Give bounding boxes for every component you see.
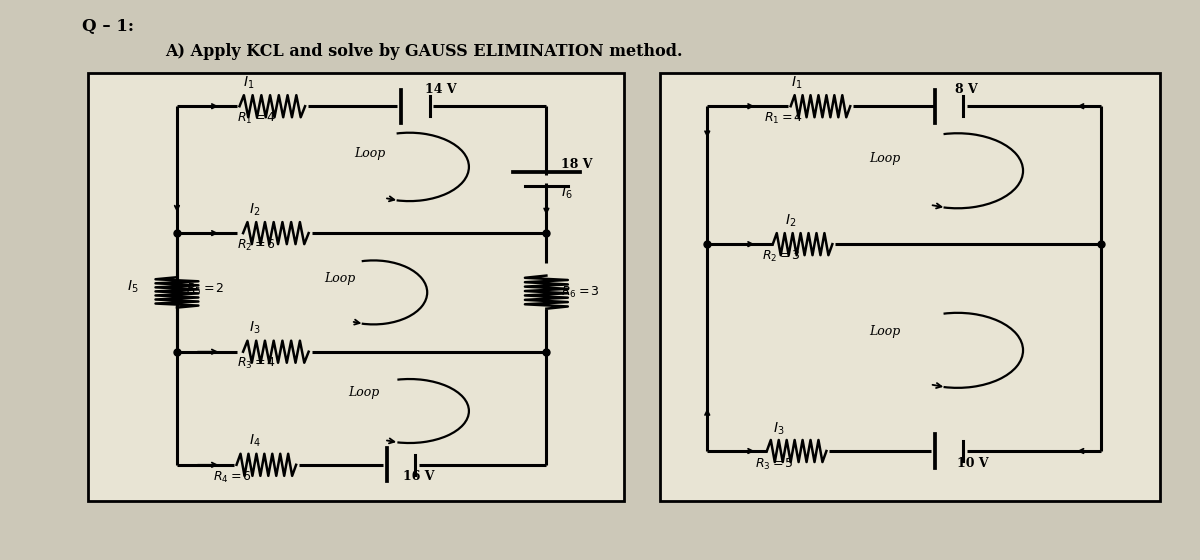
Bar [660, 73, 1160, 501]
Text: 16 V: 16 V [403, 470, 434, 483]
Text: $R_2=6$: $R_2=6$ [236, 237, 276, 253]
Text: $I_3$: $I_3$ [248, 320, 260, 336]
Text: 10 V: 10 V [958, 456, 989, 469]
Bar [88, 73, 624, 501]
Text: $R_3=4$: $R_3=4$ [236, 356, 276, 371]
Text: $I_2$: $I_2$ [248, 201, 260, 218]
Text: $R_3=5$: $R_3=5$ [755, 456, 793, 472]
Text: $R_5=2$: $R_5=2$ [186, 282, 226, 297]
Text: $R_2=3$: $R_2=3$ [762, 249, 800, 264]
Text: $I_5$: $I_5$ [127, 279, 139, 295]
Text: $I_4$: $I_4$ [248, 433, 260, 449]
Text: $I_1$: $I_1$ [791, 74, 803, 91]
Text: 14 V: 14 V [425, 83, 456, 96]
Text: 18 V: 18 V [560, 158, 592, 171]
Text: $R_1=4$: $R_1=4$ [236, 111, 276, 126]
Text: Loop: Loop [324, 272, 355, 285]
Text: $I_3$: $I_3$ [773, 421, 785, 437]
Text: $R_4=6$: $R_4=6$ [212, 470, 252, 486]
Text: $R_6=3$: $R_6=3$ [560, 284, 600, 300]
Text: 8 V: 8 V [955, 83, 978, 96]
Text: $R_1=4$: $R_1=4$ [764, 111, 804, 126]
Text: Loop: Loop [869, 325, 900, 338]
Text: A) Apply KCL and solve by GAUSS ELIMINATION method.: A) Apply KCL and solve by GAUSS ELIMINAT… [166, 43, 683, 60]
Text: $I_2$: $I_2$ [785, 212, 797, 228]
Text: Loop: Loop [354, 147, 385, 160]
Text: Q – 1:: Q – 1: [82, 18, 133, 35]
Text: Loop: Loop [869, 152, 900, 165]
Text: Loop: Loop [348, 386, 379, 399]
Text: $I_6$: $I_6$ [560, 185, 572, 201]
Text: $I_1$: $I_1$ [242, 74, 254, 91]
